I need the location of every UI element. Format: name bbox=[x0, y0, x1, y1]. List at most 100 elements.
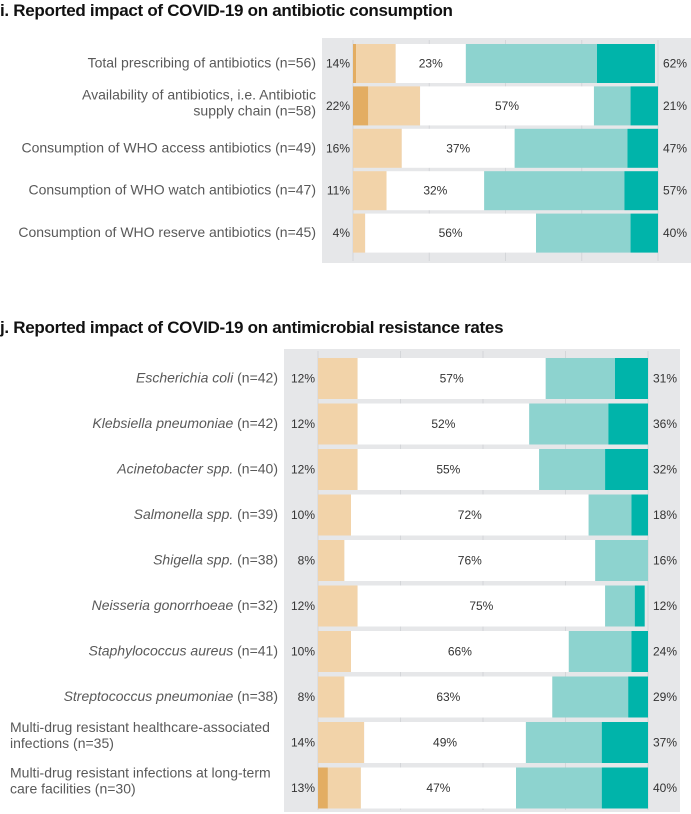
bar-segment-decrease bbox=[327, 767, 361, 809]
bar-segment-no-change bbox=[364, 722, 526, 763]
category-label-italic: Acinetobacter spp. bbox=[116, 461, 233, 477]
category-label: Consumption of WHO watch antibiotics (n=… bbox=[28, 182, 316, 198]
chart-title-i: i. Reported impact of COVID-19 on antibi… bbox=[0, 1, 453, 20]
left-percentage-label: 14% bbox=[326, 57, 350, 71]
left-percentage-label: 8% bbox=[298, 554, 316, 568]
no-change-percentage-label: 23% bbox=[419, 57, 443, 71]
right-percentage-label: 16% bbox=[653, 554, 677, 568]
bar-segment-increase bbox=[536, 213, 631, 253]
bar-segment-strong-increase bbox=[605, 449, 648, 490]
category-label-line: infections (n=35) bbox=[10, 735, 114, 751]
right-percentage-label: 37% bbox=[653, 736, 677, 750]
bar-segment-increase bbox=[484, 171, 625, 211]
bar-segment-no-change bbox=[344, 676, 553, 718]
right-percentage-label: 29% bbox=[653, 690, 677, 704]
category-label: Escherichia coli (n=42) bbox=[136, 370, 278, 386]
category-label-line: Availability of antibiotics, i.e. Antibi… bbox=[82, 86, 316, 102]
bar-segment-no-change bbox=[344, 540, 596, 581]
category-label-line: Multi-drug resistant infections at long-… bbox=[10, 765, 271, 781]
bar-segment-decrease bbox=[318, 358, 358, 399]
right-percentage-label: 31% bbox=[653, 372, 677, 386]
bar-segment-no-change bbox=[351, 494, 589, 536]
bar-segment-no-change bbox=[357, 449, 540, 490]
bar-segment-no-change bbox=[386, 171, 485, 211]
bar-segment-decrease bbox=[353, 128, 402, 168]
bar-segment-increase bbox=[516, 767, 602, 809]
bar-segment-decrease bbox=[318, 494, 351, 536]
bar-segment-strong-increase bbox=[601, 722, 648, 763]
bar-segment-no-change bbox=[360, 767, 516, 809]
category-label-count: (n=42) bbox=[233, 415, 278, 431]
category-label-count: (n=42) bbox=[233, 370, 278, 386]
category-label-line: supply chain (n=58) bbox=[193, 102, 316, 118]
bar-segment-strong-increase bbox=[624, 171, 658, 211]
right-percentage-label: 12% bbox=[653, 599, 677, 613]
bar-segment-no-change bbox=[365, 213, 536, 253]
left-percentage-label: 12% bbox=[291, 599, 315, 613]
no-change-percentage-label: 63% bbox=[436, 690, 460, 704]
left-percentage-label: 11% bbox=[327, 184, 350, 198]
bar-segment-no-change bbox=[401, 128, 515, 168]
bar-segment-increase bbox=[514, 128, 628, 168]
no-change-percentage-label: 56% bbox=[439, 226, 463, 240]
right-percentage-label: 24% bbox=[653, 645, 677, 659]
right-percentage-label: 62% bbox=[663, 57, 687, 71]
category-label: Klebsiella pneumoniae (n=42) bbox=[92, 415, 278, 431]
category-label: Consumption of WHO access antibiotics (n… bbox=[21, 139, 316, 155]
category-label: Total prescribing of antibiotics (n=56) bbox=[88, 55, 316, 71]
category-label-count: (n=39) bbox=[233, 506, 278, 522]
bar-segment-increase bbox=[588, 494, 632, 536]
left-percentage-label: 4% bbox=[333, 226, 351, 240]
no-change-percentage-label: 52% bbox=[431, 417, 455, 431]
category-label-count: (n=38) bbox=[233, 552, 278, 568]
no-change-percentage-label: 57% bbox=[440, 372, 464, 386]
category-label: Shigella spp. (n=38) bbox=[153, 552, 278, 568]
bar-segment-decrease bbox=[368, 86, 421, 126]
bar-segment-no-change bbox=[395, 44, 466, 83]
bar-segment-increase bbox=[593, 86, 631, 126]
bar-segment-strong-decrease bbox=[353, 44, 357, 83]
bar-segment-strong-increase bbox=[631, 631, 648, 672]
no-change-percentage-label: 66% bbox=[448, 645, 472, 659]
bar-segment-decrease bbox=[356, 44, 396, 83]
bar-segment-strong-decrease bbox=[353, 86, 369, 126]
category-label: Salmonella spp. (n=39) bbox=[134, 506, 278, 522]
bar-segment-increase bbox=[529, 403, 609, 445]
category-label-italic: Shigella spp. bbox=[153, 552, 233, 568]
bar-segment-decrease bbox=[318, 540, 345, 581]
bar-segment-no-change bbox=[420, 86, 594, 126]
right-percentage-label: 21% bbox=[663, 99, 687, 113]
bar-segment-strong-increase bbox=[627, 128, 658, 168]
right-percentage-label: 36% bbox=[653, 417, 677, 431]
right-percentage-label: 32% bbox=[653, 463, 677, 477]
bar-segment-increase bbox=[552, 676, 629, 718]
category-label-count: (n=32) bbox=[233, 597, 278, 613]
no-change-percentage-label: 76% bbox=[458, 554, 482, 568]
bar-segment-increase bbox=[539, 449, 606, 490]
category-label: Acinetobacter spp. (n=40) bbox=[116, 461, 278, 477]
bar-segment-increase bbox=[545, 358, 615, 399]
bar-segment-decrease bbox=[353, 213, 366, 253]
bar-segment-decrease bbox=[318, 676, 345, 718]
no-change-percentage-label: 72% bbox=[458, 508, 482, 522]
category-label: Streptococcus pneumoniae (n=38) bbox=[64, 688, 278, 704]
bar-segment-decrease bbox=[353, 171, 387, 211]
category-label-italic: Streptococcus pneumoniae bbox=[64, 688, 234, 704]
left-percentage-label: 13% bbox=[291, 781, 315, 795]
bar-segment-decrease bbox=[318, 449, 358, 490]
bar-segment-strong-increase bbox=[630, 213, 658, 253]
right-percentage-label: 18% bbox=[653, 508, 677, 522]
right-percentage-label: 40% bbox=[663, 226, 687, 240]
no-change-percentage-label: 32% bbox=[423, 184, 447, 198]
category-label-line: care facilities (n=30) bbox=[10, 781, 136, 797]
left-percentage-label: 22% bbox=[326, 99, 350, 113]
bar-segment-decrease bbox=[318, 722, 365, 763]
bar-segment-strong-increase bbox=[631, 494, 648, 536]
bar-segment-no-change bbox=[351, 631, 569, 672]
bar-segment-strong-increase bbox=[601, 767, 648, 809]
bar-segment-strong-increase bbox=[628, 676, 648, 718]
bar-segment-decrease bbox=[318, 403, 358, 445]
right-percentage-label: 47% bbox=[663, 141, 687, 155]
category-label-italic: Klebsiella pneumoniae bbox=[92, 415, 233, 431]
